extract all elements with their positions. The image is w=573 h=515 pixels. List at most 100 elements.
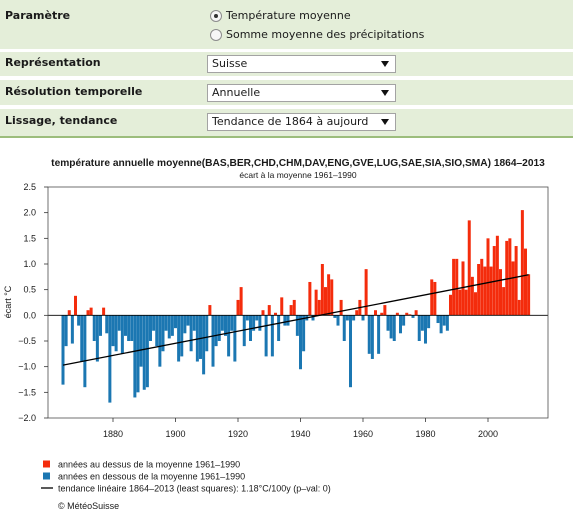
bar-1929 (264, 315, 268, 357)
bar-1997 (477, 264, 481, 316)
bar-1891 (145, 315, 149, 388)
legend-label-above: années au dessus de la moyenne 1961–1990 (58, 460, 240, 470)
bar-1998 (480, 258, 484, 316)
bar-1938 (292, 299, 296, 316)
legend-label-trend: tendance linéaire 1864–2013 (least squar… (58, 484, 331, 494)
bar-1931 (270, 315, 274, 357)
bar-1930 (267, 305, 271, 316)
x-tick-label: 1920 (228, 429, 248, 439)
bar-1877 (102, 307, 106, 316)
y-tick-label: 2.5 (23, 182, 36, 192)
representation-label: Représentation (5, 56, 101, 69)
bar-2005 (502, 287, 506, 316)
resolution-select[interactable]: Annuelle (207, 84, 396, 102)
bar-1977 (414, 310, 418, 316)
y-tick-label: 0.0 (23, 310, 36, 320)
bar-1933 (277, 315, 281, 341)
bar-1937 (289, 305, 293, 316)
bar-1963 (370, 315, 374, 359)
bar-1981 (427, 315, 431, 329)
resolution-label: Résolution temporelle (5, 85, 143, 98)
radio-temperature-label[interactable]: Température moyenne (226, 9, 351, 22)
bar-1939 (295, 315, 299, 336)
radio-precipitation-option[interactable]: Somme moyenne des précipitations (210, 28, 450, 42)
bar-1903 (183, 315, 187, 334)
bar-1986 (442, 315, 446, 326)
bar-1987 (445, 315, 449, 331)
legend-swatch-above (43, 460, 50, 468)
bar-1865 (64, 315, 68, 347)
representation-select[interactable]: Suisse (207, 55, 396, 73)
bar-2002 (492, 246, 496, 316)
bar-1940 (299, 315, 302, 370)
bar-1869 (77, 315, 81, 326)
y-tick-label: 2.0 (23, 208, 36, 218)
bar-1944 (311, 315, 315, 321)
bar-1956 (349, 315, 352, 388)
radio-precipitation-label[interactable]: Somme moyenne des précipitations (226, 28, 425, 41)
bar-1914 (217, 315, 221, 341)
smoothing-select[interactable]: Tendance de 1864 à aujourd (207, 113, 396, 131)
bar-1884 (124, 315, 127, 336)
parameter-label: Paramètre (5, 9, 71, 22)
bar-1993 (464, 289, 468, 316)
resolution-row: Résolution temporelle Annuelle (0, 80, 573, 105)
bar-1950 (330, 279, 334, 316)
bars (61, 210, 531, 403)
radio-button-temperature[interactable] (210, 10, 222, 22)
radio-temperature-option[interactable]: Température moyenne (210, 9, 450, 23)
bar-1967 (383, 305, 387, 316)
bar-1946 (317, 299, 321, 316)
bar-1925 (252, 315, 256, 331)
triangle-down-icon[interactable] (381, 61, 389, 67)
x-tick-label: 1940 (290, 429, 310, 439)
bar-1894 (155, 315, 159, 347)
bar-1936 (286, 315, 290, 326)
representation-row: Représentation Suisse (0, 52, 573, 76)
bar-2009 (514, 246, 518, 316)
triangle-down-icon[interactable] (381, 119, 389, 125)
bar-1898 (167, 315, 171, 339)
bar-1920 (236, 299, 240, 316)
bar-1982 (430, 279, 434, 316)
bar-1965 (377, 315, 381, 354)
bar-1900 (174, 315, 177, 329)
bar-1962 (367, 315, 371, 354)
bar-1880 (111, 315, 115, 347)
radio-button-precipitation[interactable] (210, 29, 222, 41)
bar-1878 (105, 315, 109, 334)
bar-1949 (327, 274, 331, 316)
bar-2010 (517, 299, 521, 316)
smoothing-row: Lissage, tendance Tendance de 1864 à auj… (0, 109, 573, 138)
bar-1979 (420, 315, 424, 331)
y-tick-label: 0.5 (23, 285, 36, 295)
bar-1922 (242, 315, 246, 347)
bar-1902 (180, 315, 184, 357)
bar-1989 (452, 258, 456, 316)
bar-1954 (342, 315, 346, 341)
chart-title: température annuelle moyenne(BAS,BER,CHD… (51, 158, 545, 169)
bar-1895 (158, 315, 162, 367)
bar-1988 (449, 294, 452, 316)
bar-2004 (499, 269, 502, 316)
bar-1917 (227, 315, 231, 357)
bar-1948 (324, 287, 327, 316)
legend-label-below: années en dessous de la moyenne 1961–199… (58, 472, 245, 482)
bar-1890 (142, 315, 146, 390)
x-tick-label: 2000 (478, 429, 498, 439)
bar-1953 (339, 299, 343, 316)
bar-1974 (405, 312, 409, 316)
bar-1952 (336, 315, 340, 326)
bar-1973 (402, 315, 406, 326)
triangle-down-icon[interactable] (381, 90, 389, 96)
bar-1978 (417, 315, 421, 341)
bar-1899 (170, 315, 174, 336)
bar-1876 (99, 315, 102, 336)
y-axis-label: écart °C (3, 285, 13, 318)
bar-1867 (70, 315, 74, 344)
bar-1947 (320, 264, 324, 316)
bar-1889 (139, 315, 143, 367)
bar-1904 (186, 315, 190, 326)
bar-1926 (255, 315, 259, 321)
bar-1966 (380, 312, 384, 316)
